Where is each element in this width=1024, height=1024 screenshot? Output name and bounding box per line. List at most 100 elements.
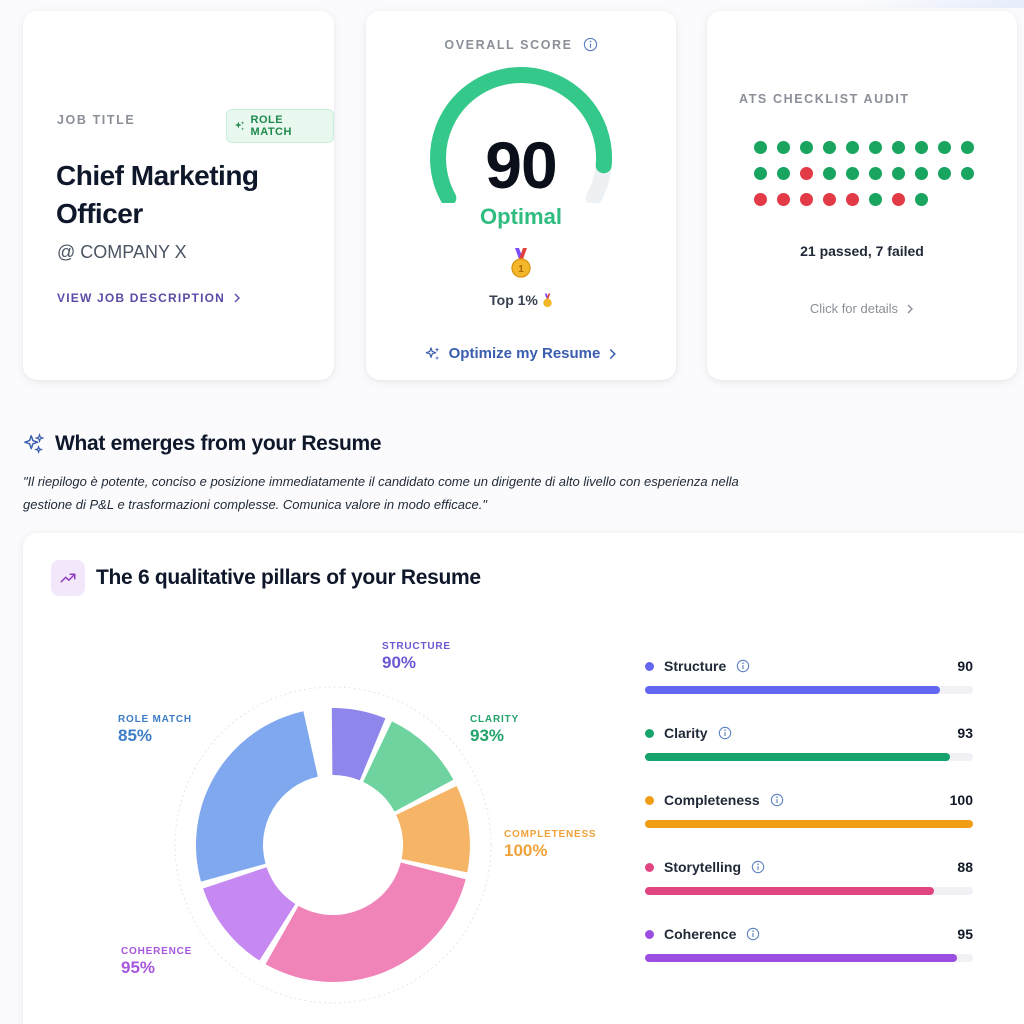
check-failed-dot bbox=[846, 193, 859, 206]
pillar-row-coherence: Coherence 95 bbox=[645, 924, 973, 962]
info-icon[interactable] bbox=[583, 37, 598, 52]
donut-slice-completeness bbox=[396, 786, 470, 873]
pillar-score: 100 bbox=[949, 792, 973, 808]
ats-checklist-card[interactable]: ATS CHECKLIST AUDIT 21 passed, 7 failed … bbox=[707, 11, 1017, 380]
pillars-title: The 6 qualitative pillars of your Resume bbox=[51, 560, 481, 596]
ats-summary: 21 passed, 7 failed bbox=[800, 243, 924, 259]
slice-label-percent: 95% bbox=[121, 958, 156, 977]
pillar-score: 88 bbox=[957, 859, 973, 875]
check-passed-dot bbox=[823, 141, 836, 154]
pillar-row-structure: Structure 90 bbox=[645, 656, 973, 694]
check-failed-dot bbox=[777, 193, 790, 206]
pillar-name: Storytelling bbox=[664, 859, 742, 875]
check-passed-dot bbox=[777, 167, 790, 180]
score-gauge bbox=[430, 66, 613, 203]
slice-label-name: STRUCTURE bbox=[382, 641, 451, 652]
pillar-row-header: Completeness 100 bbox=[645, 790, 973, 810]
job-title-label: JOB TITLE bbox=[57, 113, 136, 127]
job-title: Chief Marketing Officer bbox=[56, 160, 259, 229]
role-match-badge: ROLE MATCH bbox=[226, 109, 334, 143]
optimize-resume-button[interactable]: Optimize my Resume bbox=[366, 345, 676, 362]
score-gauge-fill bbox=[430, 67, 613, 203]
pillars-title-text: The 6 qualitative pillars of your Resume bbox=[96, 566, 481, 589]
check-passed-dot bbox=[961, 141, 974, 154]
overall-score-card: OVERALL SCORE 90 Optimal 1 Top 1% Optimi… bbox=[366, 11, 676, 380]
pillar-name: Structure bbox=[664, 658, 727, 674]
pillar-bar-fill bbox=[645, 686, 941, 694]
slice-label-completeness: COMPLETENESS 100% bbox=[504, 829, 596, 861]
trending-up-icon bbox=[60, 573, 76, 583]
info-icon[interactable] bbox=[718, 726, 732, 740]
overall-score-label: OVERALL SCORE bbox=[444, 37, 573, 52]
pillar-bar-fill bbox=[645, 887, 934, 895]
view-job-description-link[interactable]: VIEW JOB DESCRIPTION bbox=[57, 291, 241, 305]
slice-label-name: CLARITY bbox=[470, 714, 519, 725]
slice-label-clarity: CLARITY 93% bbox=[470, 714, 519, 746]
pillar-color-dot bbox=[645, 795, 654, 805]
chevron-right-icon bbox=[234, 293, 241, 303]
check-failed-dot bbox=[800, 193, 813, 206]
check-passed-dot bbox=[915, 167, 928, 180]
check-passed-dot bbox=[892, 167, 905, 180]
check-passed-dot bbox=[938, 141, 951, 154]
slice-label-name: COHERENCE bbox=[121, 946, 193, 957]
medal-icon: 1 bbox=[511, 248, 531, 278]
check-passed-dot bbox=[846, 141, 859, 154]
check-passed-dot bbox=[846, 167, 859, 180]
check-passed-dot bbox=[823, 167, 836, 180]
pillar-bar-track bbox=[645, 686, 973, 694]
sparkle-icon bbox=[234, 121, 245, 131]
pillar-bar-track bbox=[645, 954, 973, 962]
check-passed-dot bbox=[915, 193, 928, 206]
pillar-bar-fill bbox=[645, 753, 951, 761]
ats-checklist-label: ATS CHECKLIST AUDIT bbox=[739, 92, 910, 106]
check-passed-dot bbox=[800, 141, 813, 154]
pillar-name: Clarity bbox=[664, 725, 708, 741]
chevron-right-icon bbox=[610, 348, 617, 359]
check-failed-dot bbox=[800, 167, 813, 180]
ats-details-label: Click for details bbox=[809, 301, 899, 316]
score-value: 90 bbox=[485, 128, 557, 202]
info-icon[interactable] bbox=[751, 860, 765, 874]
check-failed-dot bbox=[754, 193, 767, 206]
company-name: @ COMPANY X bbox=[57, 242, 187, 262]
donut-slice-structure bbox=[331, 708, 386, 781]
slice-label-coherence: COHERENCE 95% bbox=[121, 946, 192, 978]
pillars-donut-chart bbox=[174, 686, 492, 1004]
top-edge-highlight bbox=[860, 0, 1024, 8]
pillar-color-dot bbox=[645, 929, 654, 939]
slice-label-percent: 100% bbox=[504, 841, 548, 860]
info-icon[interactable] bbox=[746, 927, 760, 941]
check-passed-dot bbox=[754, 167, 767, 180]
pillar-row-header: Clarity 93 bbox=[645, 723, 973, 743]
slice-label-role-match: ROLE MATCH 85% bbox=[118, 714, 192, 746]
pillar-bar-track bbox=[645, 820, 973, 828]
sparkle-icon bbox=[425, 346, 439, 360]
check-passed-dot bbox=[777, 141, 790, 154]
ats-details-link[interactable]: Click for details bbox=[707, 301, 1017, 316]
check-passed-dot bbox=[915, 141, 928, 154]
check-failed-dot bbox=[892, 193, 905, 206]
chevron-right-icon bbox=[907, 304, 914, 313]
pillar-name: Coherence bbox=[664, 926, 737, 942]
view-job-description-label: VIEW JOB DESCRIPTION bbox=[57, 291, 226, 305]
slice-label-name: COMPLETENESS bbox=[504, 829, 597, 840]
small-medal-icon bbox=[543, 292, 552, 307]
pillar-bar-fill bbox=[645, 820, 973, 828]
slice-label-name: ROLE MATCH bbox=[118, 714, 192, 725]
check-passed-dot bbox=[869, 193, 882, 206]
pillar-row-clarity: Clarity 93 bbox=[645, 723, 973, 761]
role-match-badge-label: ROLE MATCH bbox=[250, 114, 292, 138]
svg-text:1: 1 bbox=[518, 264, 524, 275]
pillar-color-dot bbox=[645, 661, 654, 671]
pillar-row-completeness: Completeness 100 bbox=[645, 790, 973, 828]
info-icon[interactable] bbox=[770, 793, 784, 807]
rank-value: Top 1% bbox=[489, 292, 538, 308]
rank-text: Top 1% bbox=[366, 292, 676, 308]
check-passed-dot bbox=[869, 141, 882, 154]
pillar-score: 95 bbox=[957, 926, 973, 942]
info-icon[interactable] bbox=[736, 659, 750, 673]
pillar-color-dot bbox=[645, 862, 654, 872]
pillar-row-storytelling: Storytelling 88 bbox=[645, 857, 973, 895]
donut-slice-role-match bbox=[195, 711, 318, 882]
